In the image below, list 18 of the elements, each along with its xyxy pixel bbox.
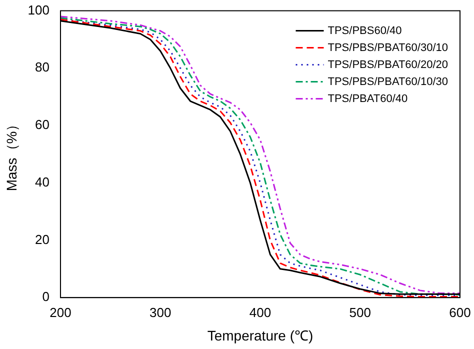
y-tick-label: 0 — [42, 289, 50, 304]
x-tick-label: 600 — [449, 304, 471, 320]
y-tick-label: 100 — [28, 2, 50, 18]
x-tick-label: 400 — [249, 304, 272, 320]
x-tick-label: 500 — [349, 304, 371, 320]
y-tick-label: 80 — [35, 60, 50, 75]
legend-label: TPS/PBAT60/40 — [328, 92, 408, 105]
legend-label: TPS/PBS/PBAT60/20/20 — [328, 58, 448, 71]
legend-label: TPS/PBS60/40 — [328, 24, 402, 37]
x-tick-label: 300 — [150, 304, 172, 320]
legend-label: TPS/PBS/PBAT60/30/10 — [328, 42, 448, 54]
y-axis-title: Mass（%） — [3, 117, 20, 192]
y-tick-label: 60 — [35, 117, 50, 132]
legend-label: TPS/PBS/PBAT60/10/30 — [328, 76, 448, 88]
x-tick-label: 200 — [50, 304, 72, 320]
x-axis-title: Temperature (℃) — [207, 327, 314, 344]
y-tick-label: 40 — [35, 174, 50, 190]
y-tick-label: 20 — [35, 232, 50, 247]
